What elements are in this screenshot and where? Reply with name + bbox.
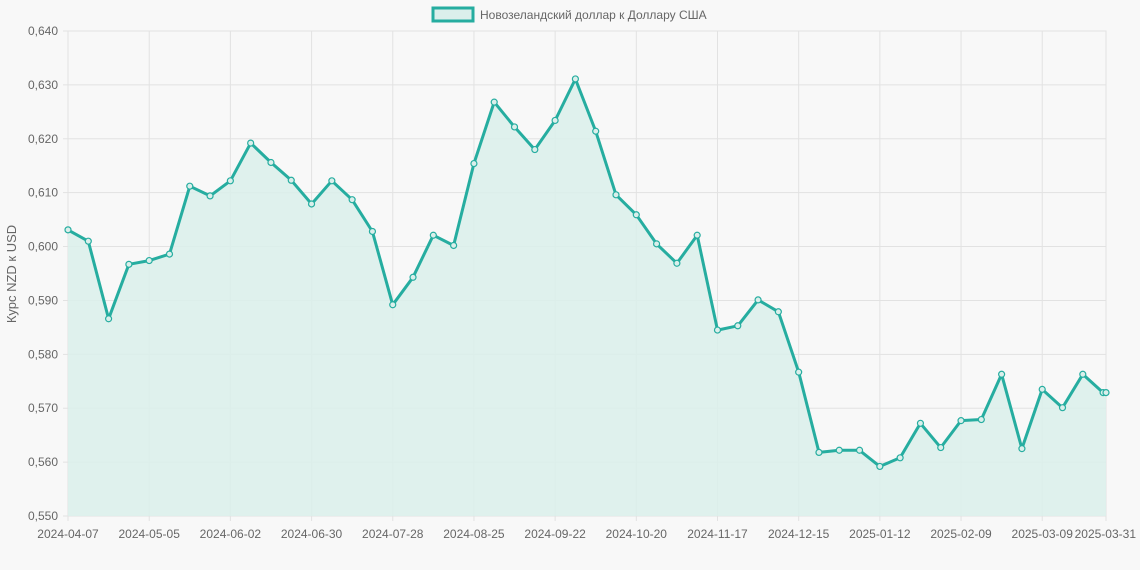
x-tick-label: 2024-07-28 <box>362 527 424 541</box>
data-point[interactable] <box>531 145 539 154</box>
data-point[interactable] <box>835 446 843 454</box>
data-point[interactable] <box>84 237 92 245</box>
x-tick-label: 2024-10-20 <box>606 527 668 541</box>
y-tick-label: 0,600 <box>28 240 58 254</box>
data-point[interactable] <box>389 301 397 309</box>
series-area-fill <box>68 79 1106 516</box>
data-point[interactable] <box>795 368 803 376</box>
data-point[interactable] <box>287 176 295 184</box>
y-tick-label: 0,630 <box>28 78 58 92</box>
data-point[interactable] <box>307 200 316 208</box>
data-point[interactable] <box>713 326 722 334</box>
data-point[interactable] <box>470 159 478 168</box>
data-point[interactable] <box>876 462 884 471</box>
y-tick-label: 0,640 <box>28 24 58 38</box>
data-point[interactable] <box>1058 404 1067 412</box>
x-tick-label: 2024-11-17 <box>687 527 748 541</box>
data-point[interactable] <box>754 296 762 304</box>
data-point[interactable] <box>592 127 600 135</box>
data-point[interactable] <box>774 308 782 316</box>
data-point[interactable] <box>957 417 965 425</box>
data-point[interactable] <box>145 256 153 265</box>
x-tick-label: 2025-02-09 <box>930 527 992 541</box>
data-point[interactable] <box>348 196 356 204</box>
x-tick-label: 2024-05-05 <box>118 527 180 541</box>
x-tick-label: 2024-04-07 <box>37 527 99 541</box>
data-point[interactable] <box>896 454 904 462</box>
x-tick-label: 2024-12-15 <box>768 527 830 541</box>
data-point[interactable] <box>186 182 194 190</box>
data-point[interactable] <box>612 191 620 199</box>
series-points <box>64 75 1110 471</box>
data-point[interactable] <box>226 177 234 185</box>
y-tick-label: 0,570 <box>28 401 58 415</box>
y-tick-label: 0,610 <box>28 186 58 200</box>
x-tick-label: 2024-06-02 <box>200 527 262 541</box>
y-tick-label: 0,620 <box>28 132 58 146</box>
data-point[interactable] <box>368 227 377 236</box>
data-point[interactable] <box>673 259 681 267</box>
legend[interactable]: Новозеландский доллар к Доллару США <box>431 6 707 23</box>
data-point[interactable] <box>409 273 417 281</box>
data-point[interactable] <box>1038 385 1046 393</box>
data-point[interactable] <box>267 158 275 167</box>
data-point[interactable] <box>165 250 174 258</box>
data-point[interactable] <box>734 322 742 330</box>
data-point[interactable] <box>571 75 580 83</box>
y-axis-ticks: 0,550 0,560 0,570 0,580 0,590 0,600 0,610 0,620… <box>28 24 58 523</box>
data-point[interactable] <box>855 446 864 454</box>
y-tick-label: 0,580 <box>28 347 58 361</box>
data-point[interactable] <box>998 370 1006 378</box>
data-point[interactable] <box>206 192 214 200</box>
data-point[interactable] <box>652 240 661 248</box>
data-point[interactable] <box>815 448 823 457</box>
x-axis-ticks: 2024-04-07 2024-05-05 2024-06-02 2024-06-30… <box>37 527 1136 541</box>
data-point[interactable] <box>490 98 498 106</box>
legend-swatch[interactable] <box>431 6 475 23</box>
data-point[interactable] <box>450 241 458 250</box>
data-point[interactable] <box>1102 388 1110 397</box>
data-point[interactable] <box>328 177 336 185</box>
data-point[interactable] <box>693 231 701 239</box>
y-tick-label: 0,590 <box>28 293 58 307</box>
legend-label[interactable]: Новозеландский доллар к Доллару США <box>480 8 707 22</box>
x-tick-label: 2025-03-31 <box>1075 527 1137 541</box>
y-axis-title: Курс NZD к USD <box>4 225 19 323</box>
y-tick-label: 0,560 <box>28 455 58 469</box>
data-point[interactable] <box>510 123 519 131</box>
data-point[interactable] <box>937 443 945 452</box>
x-tick-label: 2025-01-12 <box>849 527 911 541</box>
data-point[interactable] <box>247 139 255 147</box>
data-point[interactable] <box>104 315 113 323</box>
data-point[interactable] <box>64 226 72 234</box>
data-point[interactable] <box>916 419 925 427</box>
data-point[interactable] <box>1079 370 1087 378</box>
x-tick-label: 2024-09-22 <box>524 527 586 541</box>
x-tick-label: 2024-06-30 <box>281 527 343 541</box>
x-tick-label: 2024-08-25 <box>443 527 505 541</box>
data-point[interactable] <box>551 116 559 125</box>
y-tick-label: 0,550 <box>28 509 58 523</box>
data-point[interactable] <box>125 260 133 268</box>
data-point[interactable] <box>429 231 437 239</box>
x-tick-label: 2025-03-09 <box>1012 527 1074 541</box>
data-point[interactable] <box>1018 445 1026 453</box>
data-point[interactable] <box>632 211 640 219</box>
data-point[interactable] <box>977 415 985 424</box>
